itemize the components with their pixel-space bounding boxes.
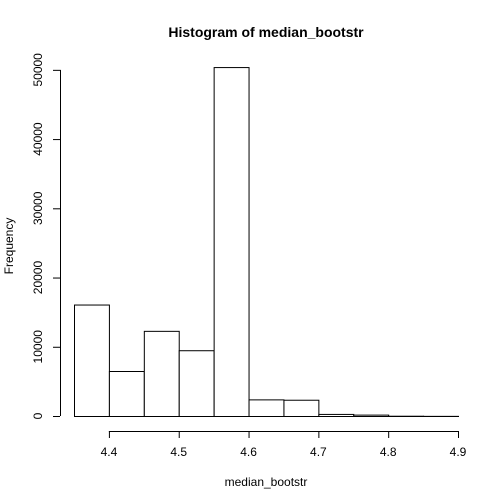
x-axis-label: median_bootstr (225, 475, 308, 489)
chart-title: Histogram of median_bootstr (168, 24, 364, 40)
x-tick-label: 4.5 (170, 445, 187, 459)
y-tick-label: 10000 (31, 330, 45, 364)
x-tick-label: 4.6 (240, 445, 257, 459)
histogram-bar (283, 399, 320, 418)
x-tick-label: 4.9 (450, 445, 467, 459)
y-tick-label: 0 (31, 412, 45, 419)
x-tick-label: 4.8 (380, 445, 397, 459)
histogram-bar (248, 399, 285, 417)
y-tick-label: 20000 (31, 261, 45, 295)
x-axis: 4.4 4.5 4.6 4.7 4.8 4.9 (101, 431, 467, 459)
histogram-bar (353, 414, 390, 418)
y-axis: 0 10000 20000 30000 40000 50000 (31, 53, 61, 419)
histogram-bar (213, 67, 250, 417)
histogram-bar (143, 330, 180, 418)
y-tick-label: 50000 (31, 53, 45, 87)
x-tick-label: 4.4 (101, 445, 118, 459)
histogram-bar (318, 413, 355, 417)
y-tick-label: 30000 (31, 191, 45, 225)
histogram-bars (74, 67, 460, 418)
y-tick-label: 40000 (31, 122, 45, 156)
x-tick-label: 4.7 (310, 445, 327, 459)
y-axis-label: Frequency (2, 218, 16, 275)
histogram-bar (74, 304, 110, 417)
histogram-bar (178, 350, 215, 418)
histogram-bar (108, 371, 145, 417)
